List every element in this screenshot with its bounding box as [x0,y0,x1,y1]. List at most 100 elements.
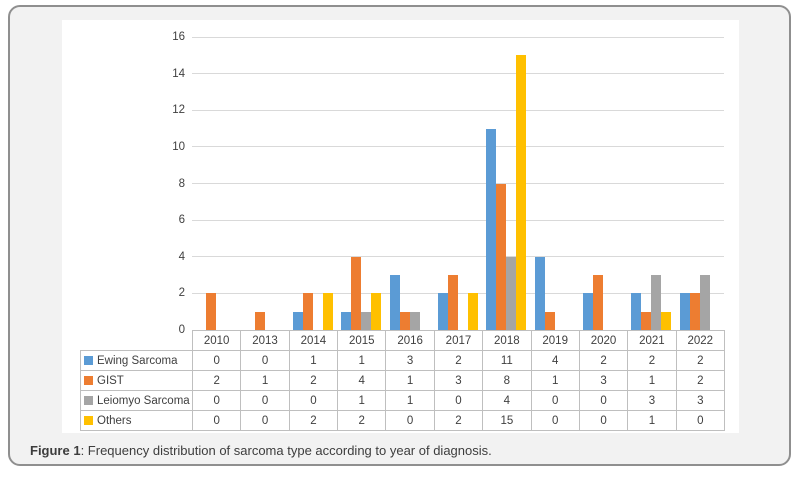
table-row: GIST 2 1 2 4 1 3 8 1 3 1 2 [80,370,725,391]
bar-gist-2021 [641,311,652,330]
value-cell: 1 [337,350,387,371]
value-cell: 0 [578,410,629,431]
y-axis-tick-label: 4 [178,250,185,263]
bar-leiomyo-sarcoma-2022 [699,275,710,330]
year-header-cell: 2017 [433,330,484,351]
value-cell: 1 [627,370,677,391]
data-table: 2010 2013 2014 2015 2016 2017 2018 2019 2020 2021… [80,330,725,431]
value-cell: 2 [627,350,677,371]
value-cell: 1 [337,390,387,411]
value-cell: 3 [433,370,484,391]
table-row: Others 0 0 2 2 0 2 15 0 0 1 0 [80,410,725,431]
value-cell: 0 [288,390,339,411]
value-cell: 0 [191,390,242,411]
legend-key-icon [84,375,93,385]
bar-ewing-sarcoma-2014 [292,311,303,330]
gridline [192,256,724,258]
value-cell: 4 [337,370,387,391]
gridline [192,146,724,148]
bar-ewing-sarcoma-2021 [631,293,642,330]
value-cell: 0 [530,410,580,431]
value-cell: 0 [240,410,290,431]
value-cell: 0 [191,410,242,431]
bar-others-2018 [516,55,527,330]
value-cell: 4 [482,390,532,411]
bar-ewing-sarcoma-2022 [679,293,690,330]
value-cell: 0 [240,390,290,411]
year-header-cell: 2014 [288,330,339,351]
series-name-cell: Others [80,410,193,431]
bar-gist-2010 [206,293,217,330]
table-row: Ewing Sarcoma 0 0 1 1 3 2 11 4 2 2 2 [80,350,725,371]
value-cell: 2 [433,410,484,431]
bar-gist-2018 [496,183,507,330]
bar-ewing-sarcoma-2020 [583,293,594,330]
gridline [192,109,724,111]
year-header-cell: 2022 [675,330,725,351]
gridline [192,73,724,75]
caption-label: Figure 1 [30,443,81,458]
value-cell: 1 [530,370,580,391]
bar-ewing-sarcoma-2019 [534,256,545,330]
value-cell: 15 [482,410,532,431]
value-cell: 0 [191,350,242,371]
year-header-cell: 2016 [385,330,435,351]
value-cell: 0 [675,410,725,431]
legend-key-icon [84,415,93,425]
bar-leiomyo-sarcoma-2021 [651,275,662,330]
y-axis-tick-label: 12 [172,104,185,117]
gridline [192,219,724,221]
bar-gist-2019 [544,311,555,330]
bar-gist-2016 [399,311,410,330]
bar-leiomyo-sarcoma-2016 [409,311,420,330]
series-name-cell: Ewing Sarcoma [80,350,193,371]
y-axis-tick-label: 6 [178,214,185,227]
y-axis-tick-label: 14 [172,67,185,80]
bar-others-2014 [322,293,333,330]
y-axis-tick-label: 0 [178,324,185,336]
year-header-cell: 2015 [337,330,387,351]
value-cell: 0 [433,390,484,411]
value-cell: 1 [240,370,290,391]
legend-key-icon [84,355,93,365]
value-cell: 3 [627,390,677,411]
value-cell: 2 [288,410,339,431]
bar-ewing-sarcoma-2016 [389,275,400,330]
table-corner-cell [81,331,193,351]
year-header-cell: 2013 [240,330,290,351]
bar-ewing-sarcoma-2015 [341,311,352,330]
value-cell: 3 [675,390,725,411]
value-cell: 2 [337,410,387,431]
value-cell: 2 [288,370,339,391]
y-axis-tick-label: 10 [172,140,185,153]
bar-others-2017 [468,293,478,330]
year-header-cell: 2010 [191,330,242,351]
value-cell: 2 [675,350,725,371]
table-year-header-row: 2010 2013 2014 2015 2016 2017 2018 2019 2020 2021… [81,330,725,351]
series-name-cell: GIST [80,370,193,391]
value-cell: 2 [191,370,242,391]
value-cell: 0 [530,390,580,411]
caption-text: : Frequency distribution of sarcoma type… [80,443,492,458]
value-cell: 0 [240,350,290,371]
value-cell: 2 [578,350,629,371]
value-cell: 11 [482,350,532,371]
value-cell: 1 [627,410,677,431]
bar-leiomyo-sarcoma-2018 [506,256,517,330]
bar-leiomyo-sarcoma-2015 [361,311,372,330]
bar-others-2015 [371,293,382,330]
value-cell: 3 [578,370,629,391]
bar-ewing-sarcoma-2017 [438,293,448,330]
bar-gist-2014 [302,293,313,330]
y-axis-tick-label: 8 [178,177,185,190]
y-axis-tick-label: 2 [178,287,185,300]
y-axis-tick-label: 16 [172,31,185,43]
figure-caption: Figure 1: Frequency distribution of sarc… [30,443,492,458]
value-cell: 1 [385,370,435,391]
plot-area [192,36,724,331]
bar-ewing-sarcoma-2018 [486,128,497,330]
series-name-cell: Leiomyo Sarcoma [80,390,193,411]
value-cell: 1 [288,350,339,371]
bar-gist-2015 [351,256,362,330]
